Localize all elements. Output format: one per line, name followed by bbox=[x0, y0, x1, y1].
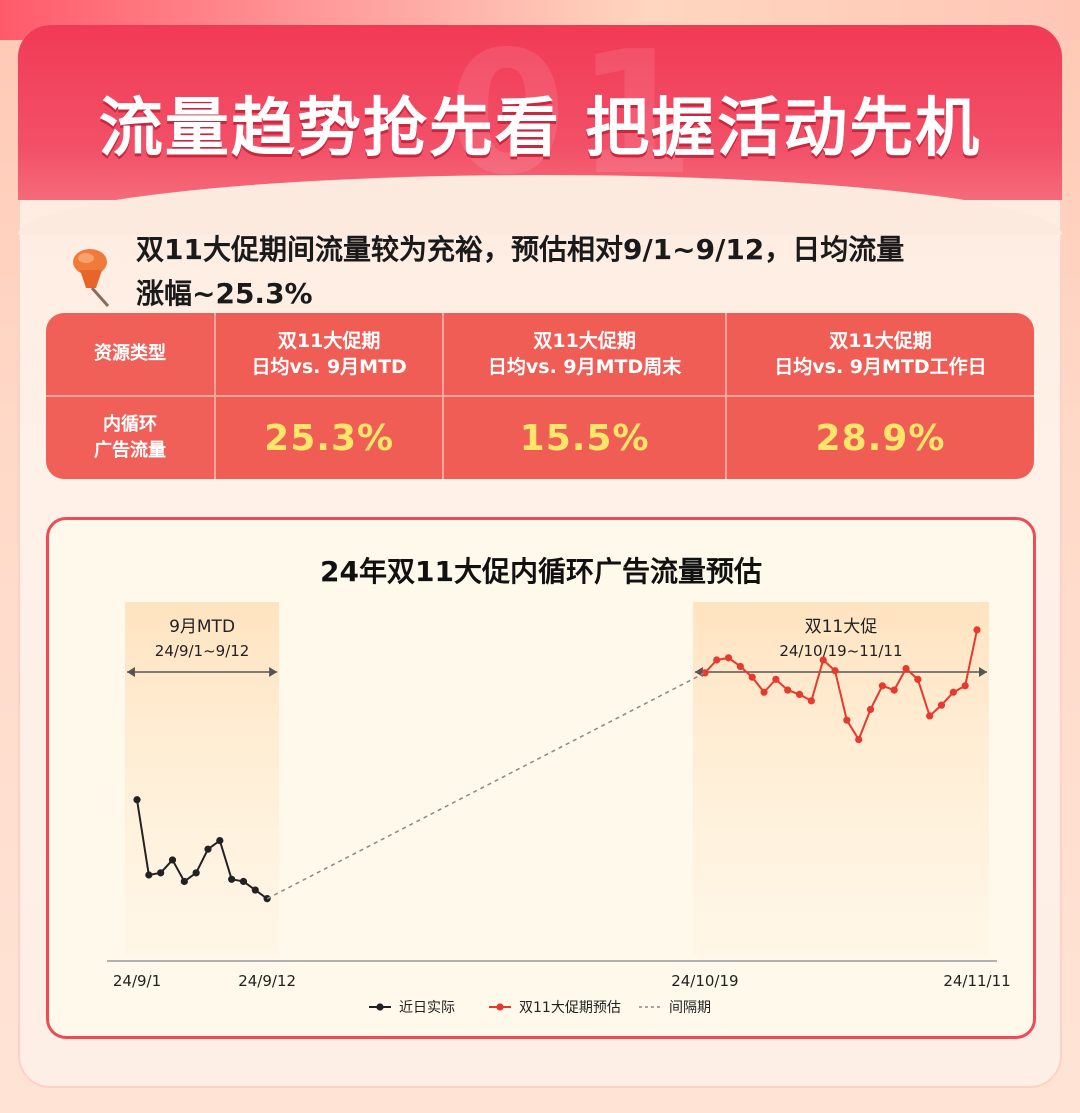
kpi-row-label: 内循环 广告流量 bbox=[46, 397, 216, 479]
series-2-point-22 bbox=[949, 688, 957, 696]
series-2-point-5 bbox=[748, 673, 756, 681]
kpi-value-3: 28.9% bbox=[726, 397, 1034, 479]
legend-label-2: 双11大促期预估 bbox=[519, 1000, 621, 1016]
kpi-value-2: 15.5% bbox=[444, 397, 727, 479]
banner: 01 bbox=[18, 25, 1062, 213]
kpi-column-header-2: 双11大促期 日均vs. 9月MTD周末 bbox=[444, 313, 727, 397]
series-2-point-14 bbox=[855, 735, 863, 744]
line-chart: 9月MTD 24/9/1~9/12 双11大促 24/10/19~11/11 24/9/… bbox=[107, 602, 1011, 1016]
summary-line-2: 涨幅~25.3% bbox=[136, 277, 313, 310]
x-tick-label-1: 24/9/1 bbox=[113, 972, 161, 990]
series-2-point-4 bbox=[736, 662, 744, 671]
region-label-2: 双11大促 bbox=[805, 617, 878, 637]
series-2-point-11 bbox=[819, 656, 827, 664]
chart-panel: 24年双11大促内循环广告流量预估 9月MTD 24/9/1~9/12 双11大促 2… bbox=[46, 517, 1036, 1039]
series-2-point-10 bbox=[807, 697, 815, 705]
x-tick-label-4: 24/11/11 bbox=[943, 972, 1010, 990]
region-label-1: 9月MTD bbox=[169, 617, 235, 637]
series-2-point-23 bbox=[961, 682, 969, 690]
x-tick-label-2: 24/9/12 bbox=[238, 972, 296, 990]
series-2-point-21 bbox=[937, 701, 946, 709]
series-2-point-20 bbox=[926, 712, 934, 720]
region-arrow-head-right-2 bbox=[979, 667, 987, 677]
kpi-header-row: 资源类型 双11大促期 日均vs. 9月MTD 双11大促期 日均vs. 9月MTD… bbox=[46, 313, 1034, 397]
summary-text: 双11大促期间流量较为充裕，预估相对9/1~9/12，日均流量 涨幅~25.3% bbox=[136, 228, 1036, 316]
kpi-value-row: 内循环 广告流量 25.3% 15.5% 28.9% bbox=[46, 397, 1034, 479]
series-2-point-24 bbox=[973, 626, 981, 634]
series-2-point-3 bbox=[724, 654, 733, 662]
series-line-3 bbox=[266, 672, 706, 900]
chart-title: 24年双11大促内循环广告流量预估 bbox=[320, 555, 762, 588]
page-title: 流量趋势抢先看 把握活动先机 bbox=[98, 92, 982, 166]
series-2-point-16 bbox=[878, 682, 886, 690]
legend-marker-1 bbox=[376, 1003, 384, 1011]
series-2-point-13 bbox=[843, 716, 851, 724]
series-2-point-1 bbox=[701, 669, 709, 677]
series-1-point-1 bbox=[133, 796, 141, 804]
summary-line-1: 双11大促期间流量较为充裕，预估相对9/1~9/12，日均流量 bbox=[136, 233, 905, 266]
kpi-value-1: 25.3% bbox=[216, 397, 445, 479]
series-1-point-8 bbox=[216, 837, 224, 845]
region-band-1 bbox=[125, 602, 280, 957]
series-2-point-12 bbox=[831, 667, 839, 675]
series-2-point-8 bbox=[784, 686, 792, 694]
series-1-point-9 bbox=[228, 875, 236, 883]
series-1-point-7 bbox=[204, 845, 212, 853]
region-band-2 bbox=[692, 602, 989, 957]
series-2-point-6 bbox=[760, 688, 768, 696]
series-2-point-15 bbox=[866, 705, 875, 714]
region-arrow-head-right-1 bbox=[269, 667, 278, 677]
region-range-2: 24/10/19~11/11 bbox=[779, 642, 902, 660]
series-2-point-19 bbox=[914, 675, 922, 683]
kpi-column-header-1: 双11大促期 日均vs. 9月MTD bbox=[216, 313, 445, 397]
series-1-point-12 bbox=[263, 895, 271, 903]
region-arrow-head-left-1 bbox=[127, 667, 135, 677]
series-1-point-10 bbox=[239, 877, 248, 886]
kpi-row-header: 资源类型 bbox=[46, 313, 216, 397]
main-card: 01 流量趋势抢先看 把握活动先机 双11大促期间流量较为充裕，预估相对9/1~… bbox=[18, 25, 1062, 1088]
series-1-point-6 bbox=[192, 869, 200, 877]
series-2-point-9 bbox=[795, 690, 804, 698]
legend-marker-2 bbox=[496, 1003, 504, 1011]
series-1-point-11 bbox=[251, 886, 259, 894]
series-1-point-2 bbox=[145, 871, 153, 879]
series-2-point-7 bbox=[772, 675, 780, 683]
series-2-point-18 bbox=[902, 665, 910, 673]
series-1-point-5 bbox=[180, 877, 188, 886]
series-2-point-2 bbox=[713, 656, 721, 664]
series-1-point-4 bbox=[168, 856, 177, 864]
legend-label-3: 间隔期 bbox=[669, 1000, 711, 1016]
kpi-column-header-3: 双11大促期 日均vs. 9月MTD工作日 bbox=[726, 313, 1034, 397]
series-2-point-17 bbox=[890, 686, 898, 694]
x-tick-label-3: 24/10/19 bbox=[671, 972, 738, 990]
legend-label-1: 近日实际 bbox=[399, 1000, 455, 1016]
region-range-1: 24/9/1~9/12 bbox=[155, 642, 250, 660]
pushpin-icon bbox=[73, 249, 110, 307]
series-1-point-3 bbox=[157, 869, 165, 877]
kpi-table: 资源类型 双11大促期 日均vs. 9月MTD 双11大促期 日均vs. 9月MTD… bbox=[46, 313, 1034, 479]
